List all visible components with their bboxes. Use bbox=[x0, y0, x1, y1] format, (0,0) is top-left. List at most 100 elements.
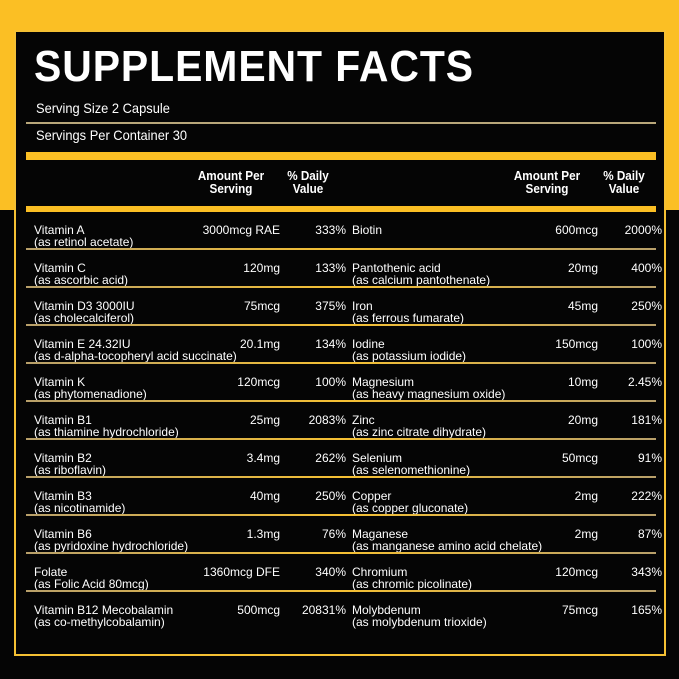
nutrient-amount-text: 40mg bbox=[249, 489, 280, 503]
nutrient-amount: 120mg bbox=[243, 262, 280, 274]
nutrient-name: Copper (as copper gluconate) bbox=[352, 490, 468, 514]
nutrient-name-text: Chromium bbox=[352, 565, 408, 579]
nutrient-amount: 40mg bbox=[250, 490, 280, 502]
nutrient-daily-value-text: 100% bbox=[631, 337, 662, 351]
nutrient-daily-value: 222% bbox=[631, 490, 662, 502]
nutrient-name: Selenium (as selenomethionine) bbox=[352, 452, 470, 476]
nutrient-name: Vitamin B6 (as pyridoxine hydrochloride) bbox=[34, 528, 188, 552]
nutrient-daily-value: 262% bbox=[315, 452, 346, 464]
header-text: % Daily bbox=[603, 168, 645, 183]
nutrient-amount: 10mg bbox=[568, 376, 598, 388]
nutrient-amount: 20mg bbox=[568, 414, 598, 426]
nutrient-amount: 1360mcg DFE bbox=[203, 566, 280, 578]
nutrient-amount-text: 150mcg bbox=[555, 337, 598, 351]
page-title: SUPPLEMENT FACTS bbox=[34, 42, 475, 91]
header-text: Value bbox=[292, 181, 324, 196]
nutrient-daily-value: 333% bbox=[315, 224, 346, 236]
header-text: Amount Per bbox=[197, 168, 265, 183]
header-amount-right: Amount Per Serving bbox=[507, 169, 588, 195]
nutrient-amount: 2mg bbox=[575, 528, 598, 540]
nutrient-daily-value: 20831% bbox=[302, 604, 346, 616]
nutrient-daily-value-text: 2.45% bbox=[627, 375, 662, 389]
nutrient-daily-value: 76% bbox=[322, 528, 346, 540]
table-row: Vitamin B1 (as thiamine hydrochloride) 25m… bbox=[26, 402, 662, 440]
nutrient-daily-value-text: 262% bbox=[315, 451, 346, 465]
nutrient-name: Vitamin E 24.32IU (as d-alpha-tocopheryl … bbox=[34, 338, 237, 362]
nutrient-amount-text: 120mg bbox=[243, 261, 280, 275]
nutrient-name: Vitamin A (as retinol acetate) bbox=[34, 224, 133, 248]
table-row: Vitamin E 24.32IU (as d-alpha-tocopheryl … bbox=[26, 326, 662, 364]
nutrient-amount: 20.1mg bbox=[240, 338, 280, 350]
nutrient-daily-value: 133% bbox=[315, 262, 346, 274]
nutrient-amount-text: 600mcg bbox=[555, 223, 598, 237]
nutrient-name: Maganese (as manganese amino acid chelate… bbox=[352, 528, 542, 552]
nutrient-name-text: (as chromic picolinate) bbox=[352, 577, 473, 591]
nutrient-name: Vitamin C (as ascorbic acid) bbox=[34, 262, 128, 286]
nutrient-name: Vitamin D3 3000IU (as cholecalciferol) bbox=[34, 300, 135, 324]
nutrient-amount: 120mcg bbox=[555, 566, 598, 578]
nutrient-daily-value: 2.45% bbox=[628, 376, 662, 388]
nutrient-daily-value-text: 375% bbox=[315, 299, 346, 313]
nutrient-name: Chromium (as chromic picolinate) bbox=[352, 566, 472, 590]
nutrient-table: Vitamin A (as retinol acetate) 3000mcg RAE… bbox=[26, 212, 662, 630]
nutrient-amount-text: 500mcg bbox=[237, 603, 280, 617]
header-amount: Amount Per Serving bbox=[191, 169, 272, 195]
nutrient-daily-value: 100% bbox=[631, 338, 662, 350]
nutrient-daily-value-text: 400% bbox=[631, 261, 662, 275]
header-daily-value: % Daily Value bbox=[281, 169, 335, 195]
nutrient-daily-value-text: 20831% bbox=[301, 603, 346, 617]
divider-thick bbox=[26, 206, 656, 212]
nutrient-name-text: Molybdenum bbox=[352, 603, 421, 617]
servings-per-container: Servings Per Container 30 bbox=[36, 127, 188, 143]
nutrient-amount: 75mcg bbox=[562, 604, 598, 616]
nutrient-daily-value-text: 165% bbox=[631, 603, 662, 617]
table-row: Vitamin A (as retinol acetate) 3000mcg RAE… bbox=[26, 212, 662, 250]
nutrient-name-text: (as calcium pantothenate) bbox=[352, 273, 491, 287]
nutrient-daily-value: 87% bbox=[638, 528, 662, 540]
nutrient-name: Zinc (as zinc citrate dihydrate) bbox=[352, 414, 486, 438]
divider bbox=[26, 122, 656, 124]
nutrient-name-text: Vitamin B3 bbox=[34, 489, 92, 503]
nutrient-name-text: Vitamin B2 bbox=[34, 451, 92, 465]
row-divider bbox=[26, 438, 656, 440]
nutrient-name-text: (as pyridoxine hydrochloride) bbox=[34, 539, 189, 553]
nutrient-amount-text: 120mcg bbox=[237, 375, 280, 389]
nutrient-name-text: Copper bbox=[352, 489, 392, 503]
nutrient-amount-text: 50mcg bbox=[561, 451, 598, 465]
header-text: Serving bbox=[525, 181, 569, 196]
header-text: Value bbox=[608, 181, 640, 196]
nutrient-name-text: (as retinol acetate) bbox=[34, 235, 134, 249]
nutrient-daily-value: 375% bbox=[315, 300, 346, 312]
nutrient-name: Vitamin B2 (as riboflavin) bbox=[34, 452, 106, 476]
nutrient-name-text: Folate bbox=[34, 565, 68, 579]
nutrient-name: Vitamin B12 Mecobalamin (as co-methylcoba… bbox=[34, 604, 173, 628]
nutrient-amount: 3000mcg RAE bbox=[203, 224, 280, 236]
nutrient-name: Vitamin K (as phytomenadione) bbox=[34, 376, 147, 400]
nutrient-name: Vitamin B1 (as thiamine hydrochloride) bbox=[34, 414, 179, 438]
nutrient-name-text: (as phytomenadione) bbox=[34, 387, 147, 401]
nutrient-name-text: (as cholecalciferol) bbox=[34, 311, 135, 325]
nutrient-name-text: (as copper gluconate) bbox=[352, 501, 469, 515]
nutrient-name-text: (as manganese amino acid chelate) bbox=[352, 539, 543, 553]
nutrient-daily-value-text: 134% bbox=[315, 337, 346, 351]
nutrient-daily-value: 2083% bbox=[309, 414, 346, 426]
nutrient-name-text: (as thiamine hydrochloride) bbox=[34, 425, 179, 439]
nutrient-daily-value-text: 100% bbox=[315, 375, 346, 389]
nutrient-name-text: (as ferrous fumarate) bbox=[352, 311, 465, 325]
row-divider bbox=[26, 514, 656, 516]
nutrient-daily-value: 100% bbox=[315, 376, 346, 388]
nutrient-amount: 20mg bbox=[568, 262, 598, 274]
nutrient-amount-text: 75mcg bbox=[243, 299, 280, 313]
row-divider bbox=[26, 476, 656, 478]
nutrient-daily-value: 340% bbox=[315, 566, 346, 578]
nutrient-name-text: (as riboflavin) bbox=[34, 463, 107, 477]
nutrient-name-text: (as heavy magnesium oxide) bbox=[352, 387, 506, 401]
divider-thick bbox=[26, 152, 656, 160]
header-text: Amount Per bbox=[513, 168, 581, 183]
header-text: Serving bbox=[209, 181, 253, 196]
nutrient-amount-text: 20.1mg bbox=[239, 337, 280, 351]
nutrient-daily-value: 250% bbox=[315, 490, 346, 502]
nutrient-amount: 120mcg bbox=[237, 376, 280, 388]
nutrient-name-text: Biotin bbox=[352, 223, 383, 237]
nutrient-name-text: Zinc bbox=[352, 413, 375, 427]
